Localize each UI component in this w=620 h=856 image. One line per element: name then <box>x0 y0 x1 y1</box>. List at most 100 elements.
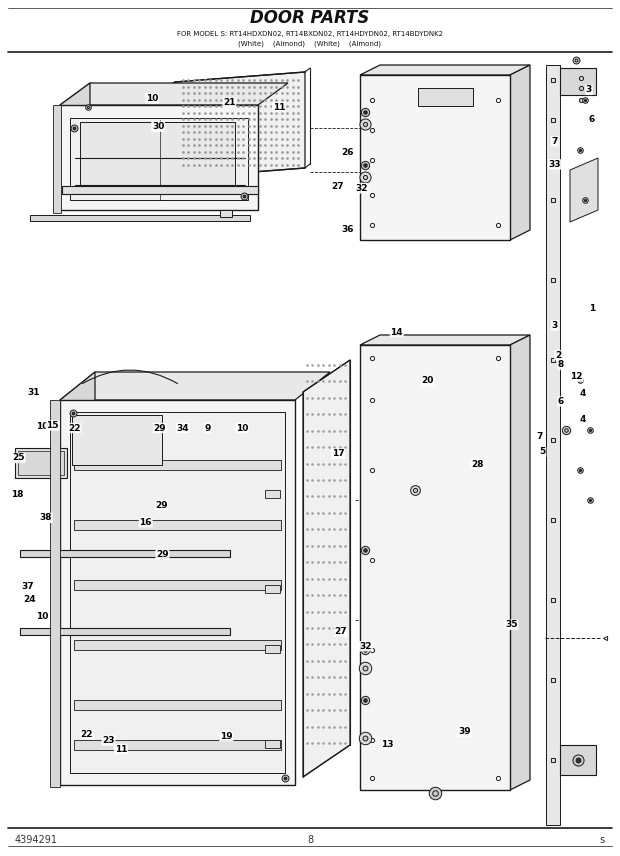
Text: 8: 8 <box>558 360 564 369</box>
Text: 10: 10 <box>236 424 248 432</box>
Bar <box>62 186 258 194</box>
Polygon shape <box>510 65 530 240</box>
Text: 32: 32 <box>355 184 368 193</box>
Text: 4394291: 4394291 <box>15 835 58 845</box>
Text: 37: 37 <box>22 582 34 591</box>
Bar <box>265 645 280 653</box>
Bar <box>74 640 281 650</box>
Text: 24: 24 <box>24 595 36 603</box>
Bar <box>418 88 473 106</box>
Bar <box>265 740 280 748</box>
Polygon shape <box>303 360 350 777</box>
Polygon shape <box>560 745 596 775</box>
Text: 29: 29 <box>156 550 169 559</box>
Bar <box>30 215 250 221</box>
Text: 25: 25 <box>12 454 25 462</box>
Text: s: s <box>600 835 605 845</box>
Bar <box>74 520 281 530</box>
Text: 11: 11 <box>273 103 285 111</box>
Bar <box>70 412 285 773</box>
Text: 3: 3 <box>552 321 558 330</box>
Text: 14: 14 <box>391 328 403 336</box>
Bar <box>265 585 280 593</box>
Text: 3: 3 <box>586 86 592 94</box>
Text: 7: 7 <box>552 137 558 146</box>
Polygon shape <box>60 372 95 785</box>
Bar <box>20 628 230 635</box>
Text: 10: 10 <box>146 94 158 103</box>
Bar <box>72 415 162 465</box>
Text: 10: 10 <box>36 612 48 621</box>
Text: 8: 8 <box>307 835 313 845</box>
Text: 4: 4 <box>580 389 586 398</box>
Text: 22: 22 <box>68 424 81 432</box>
Text: 39: 39 <box>459 728 471 736</box>
Text: 6: 6 <box>558 397 564 406</box>
Text: 15: 15 <box>46 421 59 430</box>
Text: (White)    (Almond)    (White)    (Almond): (White) (Almond) (White) (Almond) <box>239 41 381 47</box>
Bar <box>360 75 510 240</box>
Text: 7: 7 <box>536 432 542 441</box>
Bar <box>53 105 61 213</box>
Polygon shape <box>360 65 530 75</box>
Text: 32: 32 <box>360 642 372 651</box>
Polygon shape <box>60 105 258 210</box>
Text: 22: 22 <box>81 730 93 739</box>
Text: 20: 20 <box>422 377 434 385</box>
Text: DOOR PARTS: DOOR PARTS <box>250 9 370 27</box>
Polygon shape <box>360 335 530 345</box>
Text: 19: 19 <box>220 732 232 740</box>
Bar <box>70 118 248 200</box>
Text: 31: 31 <box>28 388 40 396</box>
Bar <box>74 460 281 470</box>
Bar <box>546 65 560 825</box>
Text: 18: 18 <box>11 490 24 499</box>
Text: 27: 27 <box>335 627 347 636</box>
Bar <box>15 448 67 478</box>
Bar <box>80 122 235 194</box>
Text: 29: 29 <box>155 501 167 509</box>
Text: 1: 1 <box>589 304 595 312</box>
Text: 17: 17 <box>332 449 344 458</box>
Polygon shape <box>510 335 530 790</box>
Text: 28: 28 <box>471 461 484 469</box>
Polygon shape <box>570 158 598 222</box>
Text: 38: 38 <box>40 514 52 522</box>
Text: 13: 13 <box>381 740 394 749</box>
Text: 5: 5 <box>539 448 546 456</box>
Text: 33: 33 <box>549 160 561 169</box>
Bar <box>74 700 281 710</box>
Text: 29: 29 <box>154 424 166 432</box>
Polygon shape <box>60 83 288 105</box>
Text: 36: 36 <box>341 225 353 234</box>
Text: 34: 34 <box>177 424 189 432</box>
Text: 6: 6 <box>589 116 595 124</box>
Polygon shape <box>60 372 330 400</box>
Polygon shape <box>560 68 596 95</box>
Text: 11: 11 <box>115 745 127 753</box>
Text: 26: 26 <box>341 148 353 157</box>
Bar <box>74 580 281 590</box>
Bar <box>265 490 280 498</box>
Text: 4: 4 <box>580 415 586 424</box>
Text: 16: 16 <box>140 518 152 526</box>
Text: 2: 2 <box>555 351 561 360</box>
Bar <box>74 740 281 750</box>
Text: 30: 30 <box>152 122 164 131</box>
Polygon shape <box>60 400 295 785</box>
Polygon shape <box>60 83 90 210</box>
Bar <box>50 400 60 787</box>
Text: 35: 35 <box>505 621 518 629</box>
Bar <box>220 210 232 217</box>
Text: 9: 9 <box>205 424 211 432</box>
Bar <box>360 345 510 790</box>
Text: 21: 21 <box>223 98 236 107</box>
Text: 10: 10 <box>36 422 48 431</box>
Text: 27: 27 <box>332 182 344 191</box>
Polygon shape <box>175 72 305 178</box>
Bar <box>18 451 64 475</box>
Text: 23: 23 <box>102 736 115 745</box>
Text: FOR MODEL S: RT14HDXDN02, RT14BXDN02, RT14HDYDN02, RT14BDYDNK2: FOR MODEL S: RT14HDXDN02, RT14BXDN02, RT… <box>177 31 443 37</box>
Bar <box>20 550 230 557</box>
Text: 12: 12 <box>570 372 583 381</box>
